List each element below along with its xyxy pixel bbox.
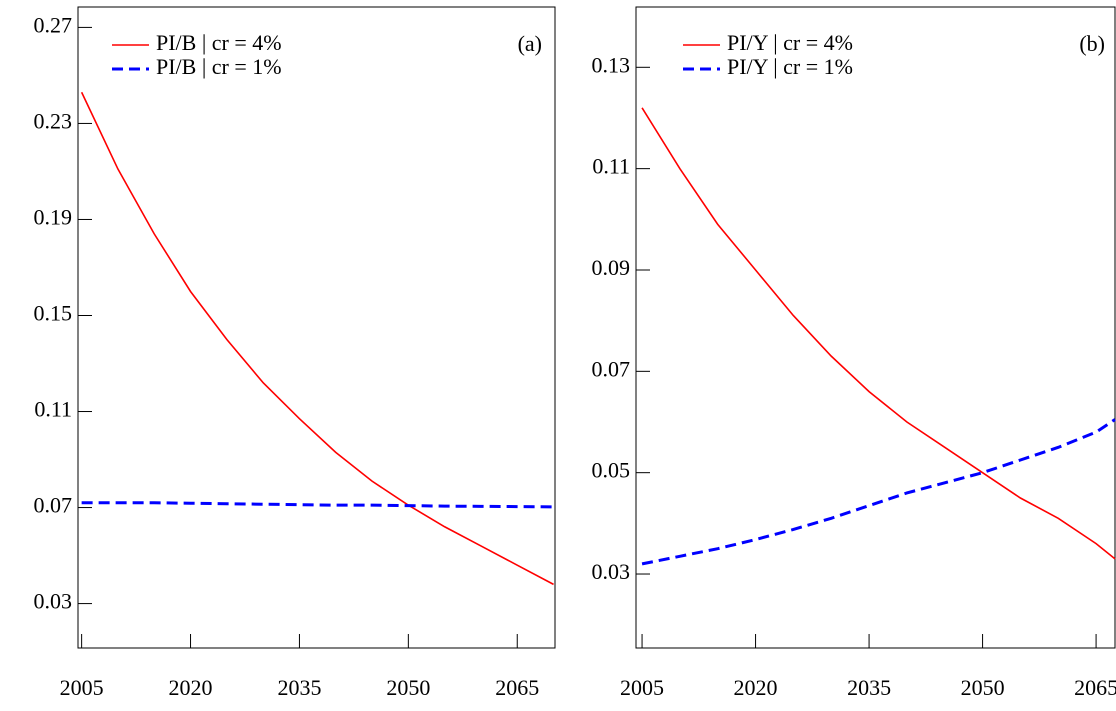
panel-label: (a) xyxy=(518,31,542,56)
x-tick-label: 2050 xyxy=(386,675,430,700)
y-tick-label: 0.03 xyxy=(34,589,73,614)
y-tick-label: 0.11 xyxy=(34,397,72,422)
y-tick-label: 0.15 xyxy=(34,301,73,326)
x-tick-label: 2005 xyxy=(60,675,104,700)
x-tick-label: 2065 xyxy=(1074,675,1116,700)
y-tick-label: 0.09 xyxy=(592,255,631,280)
y-tick-label: 0.03 xyxy=(592,559,631,584)
y-tick-label: 0.27 xyxy=(34,12,73,37)
plot-area xyxy=(80,91,554,586)
x-tick-label: 2020 xyxy=(734,675,778,700)
x-tick-label: 2050 xyxy=(961,675,1005,700)
series-line xyxy=(641,418,1116,566)
x-tick-label: 2020 xyxy=(169,675,213,700)
x-tick-label: 2035 xyxy=(847,675,891,700)
legend-label: PI/B | cr = 4% xyxy=(156,30,282,55)
series-line xyxy=(80,91,554,586)
legend-label: PI/Y | cr = 4% xyxy=(727,30,853,55)
x-tick-label: 2035 xyxy=(277,675,321,700)
y-tick-label: 0.23 xyxy=(34,108,73,133)
y-tick-label: 0.11 xyxy=(592,154,630,179)
y-tick-label: 0.07 xyxy=(34,493,73,518)
x-tick-label: 2005 xyxy=(620,675,664,700)
series-line xyxy=(81,501,554,509)
y-tick-label: 0.05 xyxy=(592,458,631,483)
y-tick-label: 0.19 xyxy=(34,205,73,230)
y-tick-label: 0.07 xyxy=(592,356,631,381)
legend-label: PI/B | cr = 1% xyxy=(156,54,282,79)
y-tick-label: 0.13 xyxy=(592,52,631,77)
legend-label: PI/Y | cr = 1% xyxy=(727,54,853,79)
plot-frame xyxy=(77,6,556,649)
series-line xyxy=(641,107,1116,560)
x-tick-label: 2065 xyxy=(495,675,539,700)
plot-area xyxy=(641,107,1116,566)
plot-frame xyxy=(635,6,1116,649)
panel-label: (b) xyxy=(1079,31,1105,56)
